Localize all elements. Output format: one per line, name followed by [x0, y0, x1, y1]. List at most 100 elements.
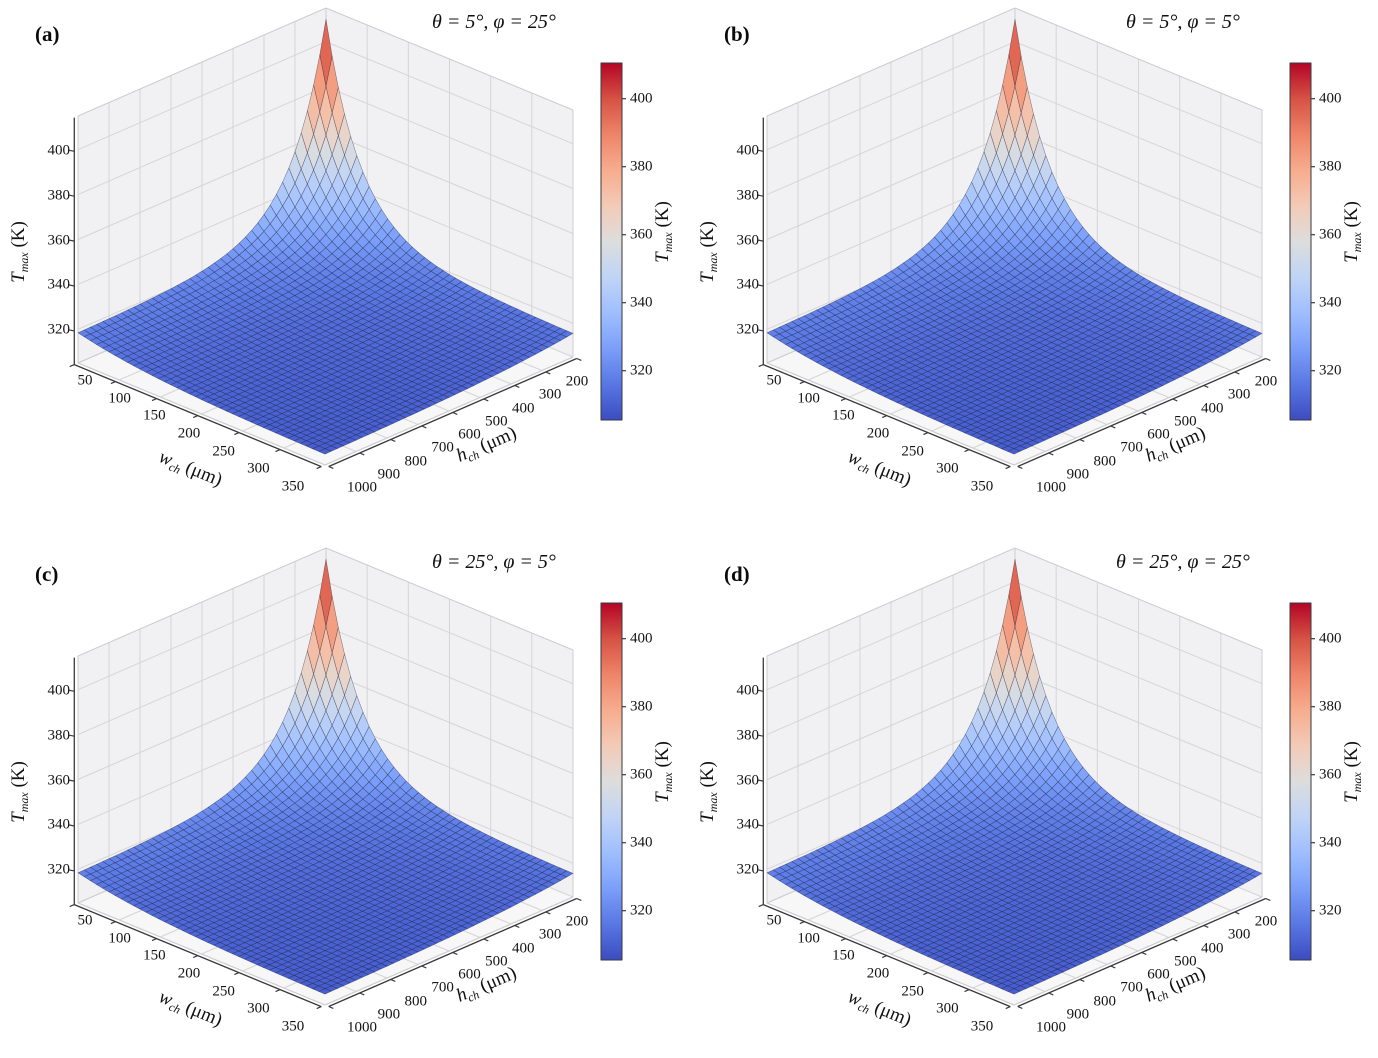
- w-axis-tick-150: 150: [832, 407, 855, 424]
- colorbar-label: Tmax (K): [652, 201, 675, 263]
- colorbar-tick-360: 360: [1319, 226, 1342, 243]
- w-axis-tick-300: 300: [936, 1000, 959, 1017]
- panel-title-b: θ = 5°, φ = 5°: [1126, 11, 1240, 33]
- panel-title-d: θ = 25°, φ = 25°: [1116, 551, 1250, 573]
- z-axis-tick-380: 380: [736, 187, 760, 204]
- z-axis-tick-400: 400: [736, 682, 760, 699]
- z-axis-tick-380: 380: [47, 187, 71, 204]
- h-axis-tick-700: 700: [431, 439, 454, 456]
- colorbar-tick-360: 360: [630, 766, 653, 783]
- h-axis-tick-700: 700: [1120, 979, 1143, 996]
- surface-plot-canvas-a: [0, 0, 689, 529]
- w-axis-tick-50: 50: [77, 912, 93, 929]
- z-axis-tick-360: 360: [47, 772, 71, 788]
- colorbar-tick-400: 400: [630, 90, 653, 107]
- h-axis-tick-200: 200: [1254, 373, 1278, 390]
- w-axis-tick-50: 50: [77, 372, 93, 389]
- h-axis-tick-200: 200: [1254, 913, 1278, 930]
- h-axis-tick-300: 300: [538, 386, 562, 403]
- z-axis-label: Tmax (K): [697, 221, 720, 283]
- h-axis-tick-800: 800: [404, 453, 428, 469]
- colorbar-tick-320: 320: [630, 362, 653, 379]
- h-axis-tick-1000: 1000: [347, 1019, 377, 1036]
- w-axis-tick-100: 100: [108, 930, 131, 947]
- z-axis-tick-380: 380: [736, 727, 760, 744]
- h-axis-tick-400: 400: [512, 940, 535, 956]
- panel-title-c: θ = 25°, φ = 5°: [432, 551, 556, 573]
- z-axis-tick-380: 380: [47, 727, 71, 744]
- h-axis-tick-400: 400: [512, 400, 535, 416]
- w-axis-tick-250: 250: [212, 983, 235, 1000]
- w-axis-tick-350: 350: [281, 478, 305, 495]
- w-axis-tick-300: 300: [247, 1000, 270, 1017]
- z-axis-tick-320: 320: [47, 861, 71, 878]
- z-axis-tick-400: 400: [736, 142, 760, 159]
- w-axis-tick-300: 300: [936, 460, 959, 477]
- w-axis-tick-300: 300: [247, 460, 270, 477]
- colorbar-label: Tmax (K): [1341, 201, 1364, 263]
- z-axis-tick-320: 320: [47, 321, 71, 338]
- z-axis-tick-360: 360: [736, 232, 760, 248]
- panel-label-a: (a): [35, 22, 60, 46]
- panel-label-c: (c): [35, 562, 59, 586]
- h-axis-tick-200: 200: [565, 373, 589, 390]
- w-axis-tick-200: 200: [866, 425, 890, 442]
- h-axis-tick-500: 500: [1174, 413, 1197, 430]
- panel-c: (c) θ = 25°, φ = 5° 50 100 150 200 250 300 350…: [0, 540, 689, 1058]
- surface-plot-canvas-b: [689, 0, 1378, 529]
- h-axis-tick-800: 800: [1093, 993, 1117, 1009]
- z-axis-label: Tmax (K): [8, 761, 31, 823]
- colorbar-tick-360: 360: [630, 226, 653, 243]
- panel-label-b: (b): [724, 22, 750, 46]
- h-axis-tick-900: 900: [1066, 466, 1090, 483]
- h-axis-tick-700: 700: [1120, 439, 1143, 456]
- z-axis-tick-320: 320: [736, 321, 760, 338]
- w-axis-tick-100: 100: [797, 390, 820, 407]
- h-axis-tick-900: 900: [377, 466, 401, 483]
- panel-a: (a) θ = 5°, φ = 25° 50 100 150 200 250 300 350…: [0, 0, 689, 529]
- h-axis-tick-1000: 1000: [1036, 479, 1066, 496]
- w-axis-tick-150: 150: [143, 947, 166, 964]
- colorbar-tick-340: 340: [1319, 294, 1342, 311]
- z-axis-tick-340: 340: [47, 816, 71, 833]
- w-axis-tick-250: 250: [212, 443, 235, 460]
- h-axis-tick-900: 900: [377, 1006, 401, 1023]
- h-axis-tick-400: 400: [1201, 400, 1224, 416]
- h-axis-tick-500: 500: [485, 413, 508, 430]
- z-axis-tick-360: 360: [736, 772, 760, 788]
- w-axis-tick-350: 350: [970, 478, 994, 495]
- panel-label-d: (d): [724, 562, 750, 586]
- w-axis-tick-350: 350: [970, 1018, 994, 1035]
- z-axis-label: Tmax (K): [8, 221, 31, 283]
- colorbar-tick-340: 340: [1319, 834, 1342, 851]
- z-axis-tick-340: 340: [736, 816, 760, 833]
- w-axis-tick-200: 200: [866, 965, 890, 982]
- h-axis-tick-200: 200: [565, 913, 589, 930]
- h-axis-tick-400: 400: [1201, 940, 1224, 956]
- w-axis-tick-200: 200: [177, 425, 201, 442]
- h-axis-tick-500: 500: [485, 953, 508, 970]
- z-axis-tick-400: 400: [47, 142, 71, 159]
- h-axis-tick-700: 700: [431, 979, 454, 996]
- surface-plot-canvas-c: [0, 540, 689, 1058]
- colorbar-label: Tmax (K): [652, 741, 675, 803]
- h-axis-tick-600: 600: [458, 966, 481, 983]
- w-axis-tick-150: 150: [143, 407, 166, 424]
- surface-plot-canvas-d: [689, 540, 1378, 1058]
- colorbar-tick-380: 380: [630, 158, 653, 175]
- colorbar-label: Tmax (K): [1341, 741, 1364, 803]
- h-axis-tick-300: 300: [538, 926, 562, 943]
- colorbar-tick-320: 320: [1319, 902, 1342, 919]
- panel-b: (b) θ = 5°, φ = 5° 50 100 150 200 250 300 350 1…: [689, 0, 1378, 529]
- panel-title-a: θ = 5°, φ = 25°: [432, 11, 556, 33]
- h-axis-tick-500: 500: [1174, 953, 1197, 970]
- colorbar-tick-320: 320: [1319, 362, 1342, 379]
- w-axis-tick-50: 50: [766, 372, 782, 389]
- z-axis-tick-400: 400: [47, 682, 71, 699]
- z-axis-tick-320: 320: [736, 861, 760, 878]
- h-axis-tick-600: 600: [1147, 426, 1170, 443]
- w-axis-tick-250: 250: [901, 983, 924, 1000]
- colorbar-tick-380: 380: [1319, 158, 1342, 175]
- w-axis-tick-100: 100: [797, 930, 820, 947]
- colorbar-tick-400: 400: [1319, 630, 1342, 647]
